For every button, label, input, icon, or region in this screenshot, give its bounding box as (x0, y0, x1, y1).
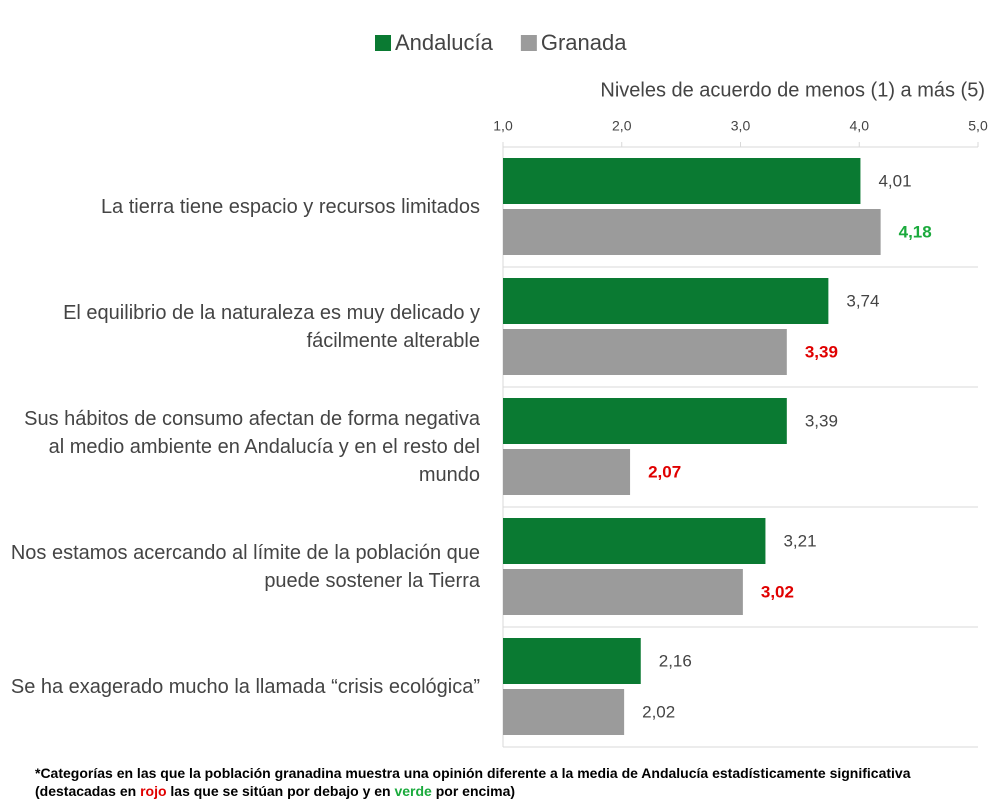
value-label: 3,02 (761, 582, 794, 601)
footnote-part: rojo (140, 783, 167, 799)
footnote-part: verde (394, 783, 432, 799)
category-label: Nos estamos acercando al límite de la po… (10, 542, 480, 592)
value-label: 2,02 (642, 702, 675, 721)
bar (503, 209, 881, 255)
x-tick-label: 4,0 (850, 118, 870, 134)
category-label: La tierra tiene espacio y recursos limit… (100, 196, 480, 218)
value-label: 2,07 (648, 462, 681, 481)
bar (503, 689, 625, 735)
bar (503, 449, 631, 495)
footnote-part: las que se sitúan por debajo y en (166, 783, 395, 799)
legend-label: Andalucía (395, 30, 494, 55)
value-label: 2,16 (659, 651, 692, 670)
bar (503, 638, 641, 684)
x-tick-label: 5,0 (968, 118, 988, 134)
category-label: Sus hábitos de consumo afectan de forma … (24, 408, 480, 486)
bar (503, 569, 743, 615)
value-label: 3,39 (805, 411, 838, 430)
value-label: 3,21 (783, 531, 816, 550)
x-tick-label: 1,0 (493, 118, 513, 134)
bar (503, 518, 766, 564)
x-tick-label: 3,0 (731, 118, 751, 134)
category-label: Se ha exagerado mucho la llamada “crisis… (10, 676, 480, 698)
value-label: 4,18 (899, 222, 932, 241)
bar (503, 329, 787, 375)
value-label: 3,74 (846, 291, 879, 310)
x-tick-label: 2,0 (612, 118, 632, 134)
footnote: *Categorías en las que la población gran… (35, 764, 995, 800)
value-label: 3,39 (805, 342, 838, 361)
bar (503, 278, 829, 324)
value-label: 4,01 (878, 171, 911, 190)
legend-swatch (520, 35, 537, 51)
bar (503, 398, 787, 444)
bar (503, 158, 861, 204)
footnote-part: por encima) (431, 783, 516, 799)
footnote-part: *Categorías en las que la población gran… (35, 765, 911, 799)
category-label: El equilibrio de la naturaleza es muy de… (63, 302, 480, 352)
legend-label: Granada (541, 30, 627, 55)
legend-swatch (375, 35, 391, 51)
axis-title: Niveles de acuerdo de menos (1) a más (5… (600, 79, 985, 101)
